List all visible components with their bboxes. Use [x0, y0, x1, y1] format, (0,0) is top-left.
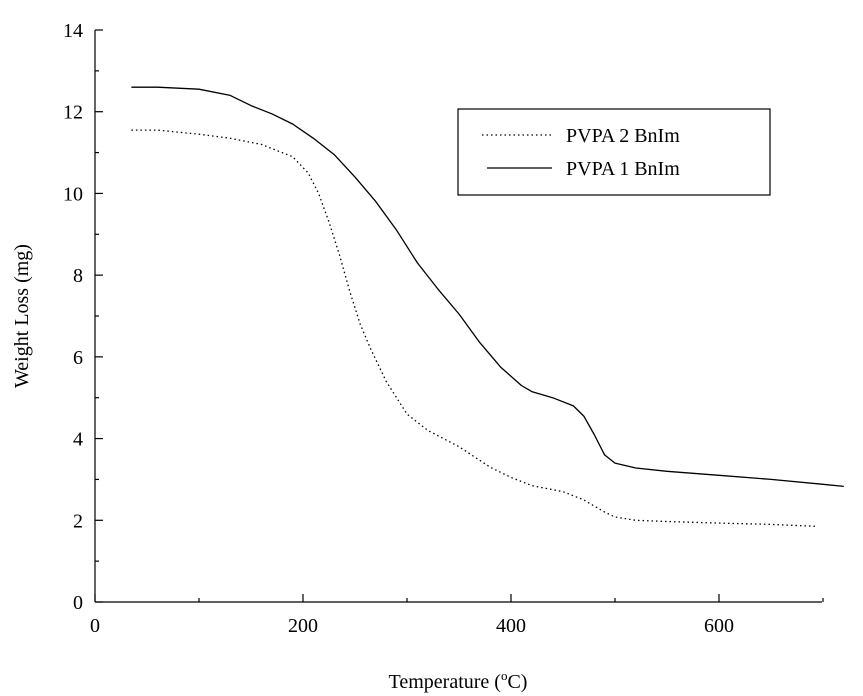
series-layer [131, 86, 844, 528]
x-tick-label-0: 0 [90, 615, 100, 637]
series-line-pvpa1-bnim [131, 86, 844, 488]
x-axis-title-main: Temperature ( [389, 671, 502, 693]
y-tick-label-14: 14 [63, 20, 83, 42]
y-tick-label-0: 0 [73, 592, 83, 614]
legend: PVPA 2 BnIm PVPA 1 BnIm [457, 108, 771, 196]
x-axis-title-sup: o [501, 668, 508, 683]
legend-label-pvpa2: PVPA 2 BnIm [566, 125, 680, 147]
tick-labels: 0 200 400 600 0 2 4 6 8 10 12 14 [63, 20, 734, 637]
y-tick-label-4: 4 [73, 429, 83, 451]
y-tick-label-2: 2 [73, 510, 83, 532]
y-tick-label-12: 12 [63, 102, 83, 124]
x-tick-label-600: 600 [704, 615, 734, 637]
ticks [94, 29, 824, 603]
y-axis-title: Weight Loss (mg) [11, 244, 33, 388]
x-axis-title-unit: C) [507, 671, 527, 693]
x-tick-label-200: 200 [288, 615, 318, 637]
x-axis-title: Temperature (oC) [389, 668, 528, 693]
y-tick-label-6: 6 [73, 347, 83, 369]
y-tick-label-10: 10 [63, 183, 83, 205]
legend-label-pvpa1: PVPA 1 BnIm [566, 158, 680, 180]
y-tick-label-8: 8 [73, 265, 83, 287]
x-tick-label-400: 400 [496, 615, 526, 637]
legend-box [457, 108, 771, 196]
